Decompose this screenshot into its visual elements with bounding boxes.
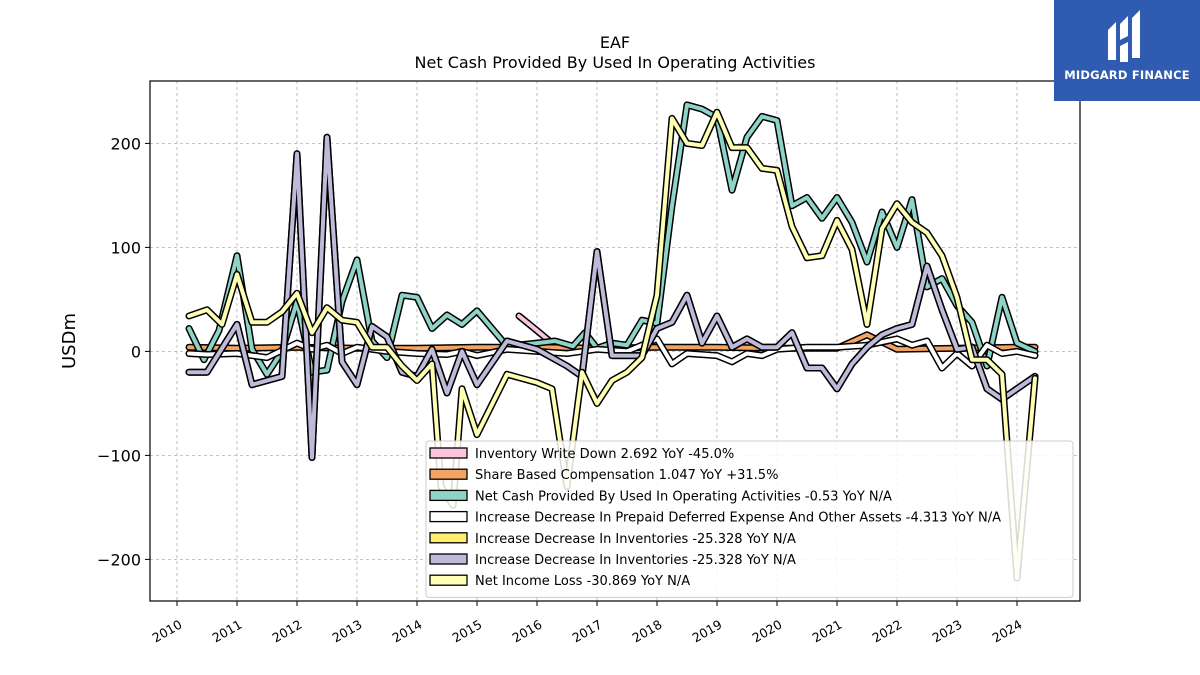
midgard-finance-logo: MIDGARD FINANCE	[1054, 0, 1200, 101]
legend-box	[425, 440, 1074, 598]
series-line	[187, 110, 1037, 581]
legend-label: Net Income Loss -30.869 YoY N/A	[475, 574, 690, 589]
x-tick-label: 2010	[149, 617, 184, 646]
x-tick-label: 2022	[869, 617, 904, 646]
x-tick-label: 2024	[989, 617, 1024, 646]
series-line	[187, 102, 1037, 377]
x-tick-label: 2014	[389, 617, 424, 646]
x-tick-label: 2018	[629, 617, 664, 646]
legend-swatch	[429, 489, 468, 502]
y-tick-label: −100	[97, 446, 141, 465]
x-tick-label: 2013	[329, 617, 364, 646]
x-tick-label: 2015	[449, 617, 484, 646]
legend-label: Increase Decrease In Prepaid Deferred Ex…	[475, 511, 1001, 526]
series-5	[185, 133, 1039, 461]
legend-swatch	[429, 510, 468, 523]
y-axis-ticks: −200 −100 0 100 200	[97, 134, 150, 569]
series-3	[185, 335, 1039, 372]
legend-label: Net Cash Provided By Used In Operating A…	[475, 489, 892, 504]
legend-label: Increase Decrease In Inventories -25.328…	[475, 553, 796, 568]
y-tick-label: 100	[110, 238, 141, 257]
legend-label: Share Based Compensation 1.047 YoY +31.5…	[475, 468, 778, 483]
logo-text: MIDGARD FINANCE	[1064, 68, 1190, 82]
legend-swatch	[429, 468, 468, 480]
legend-swatch	[429, 574, 468, 586]
y-tick-label: 200	[110, 134, 141, 153]
plot-frame	[149, 80, 1081, 602]
midgard-logo-icon	[1108, 10, 1140, 62]
series-line	[187, 135, 1037, 460]
x-tick-label: 2012	[269, 617, 304, 646]
chart-subtitle: Net Cash Provided By Used In Operating A…	[415, 53, 816, 72]
series-2	[185, 101, 1039, 378]
legend-swatch	[429, 553, 468, 565]
legend-label: Inventory Write Down 2.692 YoY -45.0%	[475, 447, 734, 462]
chart-title: EAF	[600, 33, 630, 52]
series-6	[185, 108, 1039, 582]
y-axis-label: USDm	[59, 313, 80, 369]
series-lines	[185, 101, 1039, 582]
legend-swatch	[429, 447, 468, 459]
series-line	[187, 336, 1037, 370]
x-axis-ticks: 2010 2011 2012 2013 2014 2015 2016 2017 2018 2019…	[149, 601, 1025, 646]
x-tick-label: 2021	[809, 617, 844, 646]
x-tick-label: 2023	[929, 617, 964, 646]
x-tick-label: 2019	[689, 617, 724, 646]
y-tick-label: 0	[131, 342, 141, 361]
x-tick-label: 2011	[209, 617, 244, 646]
legend-swatch	[429, 532, 468, 544]
y-tick-label: −200	[97, 550, 141, 569]
x-tick-label: 2020	[749, 617, 784, 646]
x-tick-label: 2016	[509, 617, 544, 646]
x-tick-label: 2017	[569, 617, 604, 646]
legend-label: Increase Decrease In Inventories -25.328…	[475, 532, 796, 547]
legend: Inventory Write Down 2.692 YoY -45.0% Sha…	[425, 440, 1074, 598]
